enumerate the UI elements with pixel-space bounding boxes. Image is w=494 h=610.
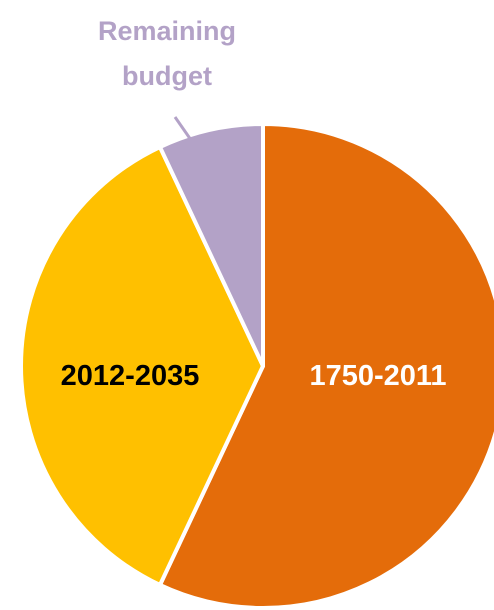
- slice-label-2012-2035: 2012-2035: [61, 360, 200, 392]
- slice-label-1750-2011: 1750-2011: [309, 360, 446, 392]
- pie-slice-2012-2035: [19, 145, 265, 587]
- callout-label-line-2: budget: [122, 61, 212, 91]
- pie-slice-1750-2011: [157, 122, 494, 610]
- pie-slice-remaining-budget: [157, 122, 265, 368]
- callout-leader-line: [173, 116, 193, 141]
- callout-label-line-1: Remaining: [98, 16, 236, 46]
